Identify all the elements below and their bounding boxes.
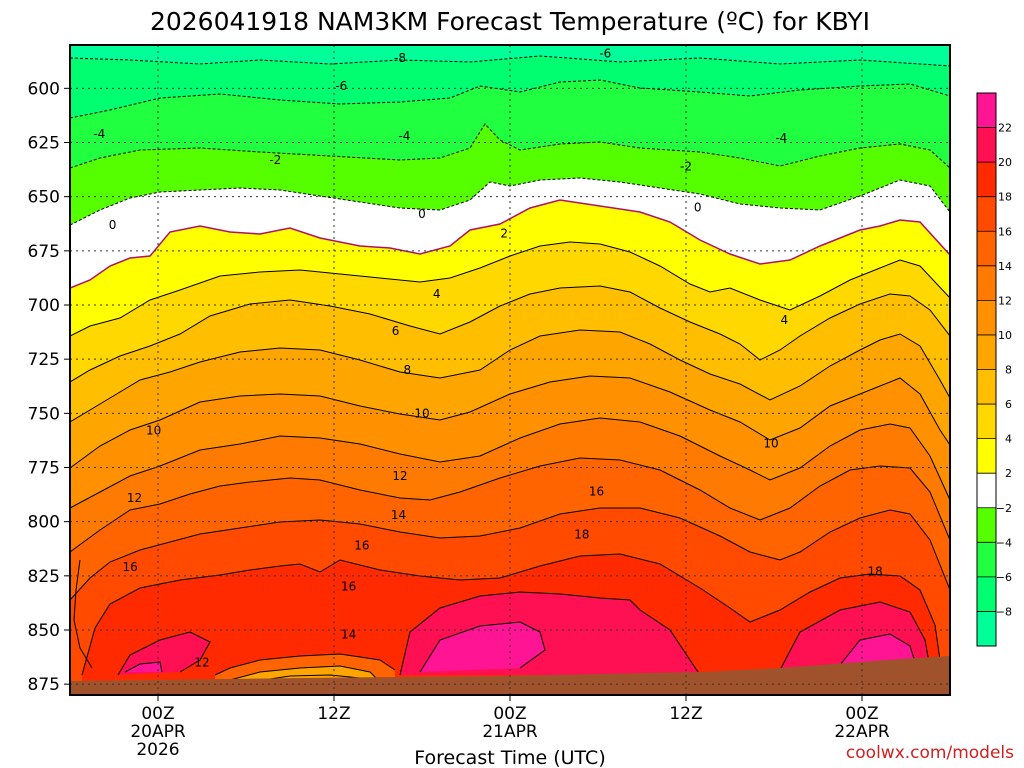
contour-label: 14 [341,627,356,641]
colorbar-segment [977,542,996,577]
x-tick-label: 2026 [136,740,179,760]
contour-label: 4 [780,313,788,327]
contour-label: -6 [335,79,347,93]
contour-label: -4 [93,127,105,141]
y-tick-label: 725 [28,350,60,370]
contour-label: 0 [694,201,702,215]
contour-label: 12 [194,656,209,670]
x-tick-label: 20APR [130,722,186,742]
colorbar-tick-label: 22 [998,122,1012,135]
x-tick-label: 12Z [317,704,350,724]
colorbar-tick-label: 6 [1005,398,1012,411]
contour-label: -4 [775,131,787,145]
y-tick-label: 625 [28,134,60,154]
y-tick-label: 700 [28,296,60,316]
colorbar-tick-label: −4 [996,536,1012,549]
colorbar-tick-label: 18 [998,191,1012,204]
credit-text: coolwx.com/models [846,743,1014,763]
contour-label: 12 [392,469,407,483]
contour-label: 8 [404,363,412,377]
contour-label: 16 [589,484,604,498]
colorbar-segment [977,611,996,646]
y-tick-label: 850 [28,621,60,641]
colorbar-tick-label: −6 [996,571,1012,584]
y-tick-label: 775 [28,459,60,479]
colorbar-segment [977,162,996,197]
contour-label: 14 [391,508,406,522]
x-tick-label: 21APR [482,722,538,742]
x-axis-title: Forecast Time (UTC) [414,747,605,768]
contour-label: 4 [433,287,441,301]
contour-label: -6 [599,47,611,61]
contour-label: 6 [392,324,400,338]
contour-label: -2 [680,159,692,173]
x-tick-label: 12Z [669,704,702,724]
contour-label: 10 [146,424,161,438]
colorbar-segment [977,404,996,439]
colorbar-segment [977,439,996,474]
contour-label: 16 [341,580,356,594]
x-tick-label: 22APR [834,722,890,742]
y-tick-label: 825 [28,567,60,587]
colorbar-segment [977,128,996,163]
colorbar-tick-label: 8 [1005,364,1012,377]
colorbar-segment [977,473,996,508]
contour-label: 16 [354,539,369,553]
y-axis: 600 625 650 675 700 725 750 775 800 825 850 875 [28,79,70,695]
colorbar-segment [977,335,996,370]
contour-label: 18 [574,528,589,542]
colorbar-segment [977,508,996,543]
colorbar-tick-label: 20 [998,156,1012,169]
colorbar-tick-label: −8 [996,605,1012,618]
colorbar-tick-label: 12 [998,294,1012,307]
colorbar-segment [977,93,996,128]
y-tick-label: 600 [28,79,60,99]
y-tick-label: 750 [28,404,60,424]
y-tick-label: 650 [28,188,60,208]
contour-label: -4 [398,129,410,143]
contour-label: 10 [763,437,778,451]
colorbar-segment [977,231,996,266]
x-tick-label: 00Z [141,704,174,724]
colorbar-tick-label: 14 [998,260,1012,273]
colorbar-segment [977,266,996,301]
chart-title: 2026041918 NAM3KM Forecast Temperature (… [150,7,870,36]
colorbar-tick-label: −2 [996,502,1012,515]
x-tick-label: 00Z [493,704,526,724]
colorbar-tick-label: 10 [998,329,1012,342]
contour-label: 0 [109,218,117,232]
y-tick-label: 800 [28,513,60,533]
y-tick-label: 875 [28,675,60,695]
contour-label: 10 [414,406,429,420]
colorbar-segment [977,197,996,232]
colorbar-tick-label: 2 [1005,467,1012,480]
contour-label: 12 [127,491,142,505]
colorbar-tick-label: 16 [998,225,1012,238]
contour-label: -8 [394,51,406,65]
contour-label: 16 [122,560,137,574]
contour-label: -2 [269,153,281,167]
contour-label: 0 [418,207,426,221]
temperature-contour-chart: 2026041918 NAM3KM Forecast Temperature (… [0,0,1024,768]
colorbar: 22 20 18 16 14 12 10 8 6 4 2 −2 −4 −6 −8 [977,93,1012,647]
colorbar-tick-label: 4 [1005,433,1012,446]
y-tick-label: 675 [28,242,60,262]
contour-label: 18 [868,565,883,579]
colorbar-segment [977,370,996,405]
colorbar-segment [977,577,996,612]
x-tick-label: 00Z [845,704,878,724]
contour-label: 2 [500,227,508,241]
colorbar-segment [977,300,996,335]
